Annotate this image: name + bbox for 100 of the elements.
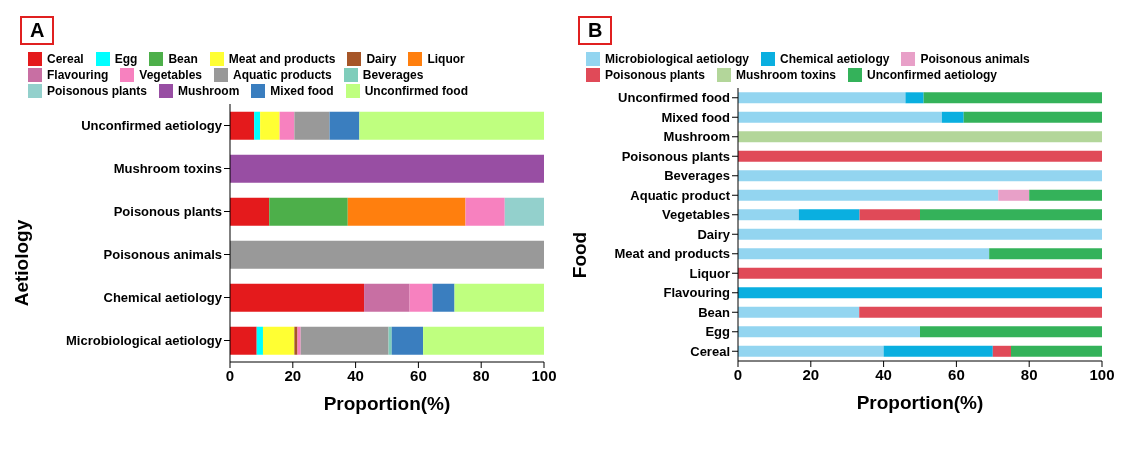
bar xyxy=(279,111,295,140)
bar xyxy=(738,228,1102,240)
bar xyxy=(432,283,455,312)
text: A xyxy=(20,15,55,45)
bar xyxy=(738,306,860,318)
bar xyxy=(359,111,544,140)
legend-label: Flavouring xyxy=(47,68,109,82)
bar xyxy=(738,326,920,338)
legend-label: Beverages xyxy=(362,68,424,82)
legend-label: Mushroom toxins xyxy=(736,68,837,82)
legend-label: Aquatic products xyxy=(233,68,332,82)
bar xyxy=(409,283,433,312)
y-tick-label: Dairy xyxy=(697,226,731,242)
legend-label: Meat and products xyxy=(228,52,336,66)
bar xyxy=(738,287,1102,299)
bar xyxy=(504,197,544,226)
x-tick-label: 60 xyxy=(410,366,427,384)
bar xyxy=(738,209,799,221)
bar xyxy=(256,326,263,355)
bar xyxy=(992,345,1011,357)
bar xyxy=(989,248,1102,260)
bar xyxy=(230,326,257,355)
x-tick-label: 20 xyxy=(284,366,302,384)
bar xyxy=(269,197,348,226)
x-tick-label: 80 xyxy=(472,366,490,384)
y-tick-label: Egg xyxy=(705,324,731,340)
legend-label: Bean xyxy=(168,52,198,66)
y-axis-title: Food xyxy=(569,231,591,278)
y-tick-label: Microbiological aetiology xyxy=(65,333,223,349)
legend-label: Unconfirmed aetiology xyxy=(867,68,998,82)
y-tick-label: Cereal xyxy=(690,343,730,359)
bar xyxy=(905,92,924,104)
x-tick-label: 40 xyxy=(875,365,892,383)
bar xyxy=(738,248,990,260)
y-tick-label: Bean xyxy=(698,304,731,320)
y-tick-label: Mushroom toxins xyxy=(113,161,222,177)
y-tick-label: Unconfirmed food xyxy=(618,90,731,106)
bar xyxy=(391,326,424,355)
legend-label: Chemical aetiology xyxy=(780,52,890,66)
bar xyxy=(388,326,392,355)
bar xyxy=(230,197,270,226)
y-tick-label: Mixed food xyxy=(661,109,731,125)
bar xyxy=(738,131,1102,143)
y-axis-title: Aetiology xyxy=(11,219,33,307)
y-tick-label: Vegetables xyxy=(662,207,730,223)
bar xyxy=(423,326,544,355)
y-tick-label: Liquor xyxy=(689,265,730,281)
bar xyxy=(923,92,1102,104)
bar xyxy=(738,267,1102,279)
y-tick-label: Aquatic product xyxy=(630,187,731,203)
x-axis-title: Proportion(%) xyxy=(323,393,451,414)
y-tick-label: Chemical aetiology xyxy=(103,290,223,306)
bar xyxy=(454,283,544,312)
bar xyxy=(920,326,1102,338)
bar xyxy=(465,197,505,226)
text: B xyxy=(578,15,613,45)
legend-label: Poisonous plants xyxy=(605,68,706,82)
bar xyxy=(738,170,1102,182)
legend-label: Liquor xyxy=(427,52,465,66)
bar xyxy=(300,326,389,355)
bar xyxy=(738,150,1102,162)
bar xyxy=(859,306,1102,318)
y-tick-label: Flavouring xyxy=(663,285,731,301)
legend-label: Poisonous animals xyxy=(920,52,1030,66)
bar xyxy=(920,209,1102,221)
x-tick-label: 40 xyxy=(347,366,364,384)
legend-label: Mixed food xyxy=(270,84,334,98)
bar xyxy=(230,154,544,183)
x-tick-label: 20 xyxy=(802,365,820,383)
bar xyxy=(347,197,466,226)
x-tick-label: 0 xyxy=(225,366,235,384)
bar xyxy=(941,111,964,123)
bar xyxy=(254,111,261,140)
legend-label: Cereal xyxy=(47,52,84,66)
y-tick-label: Unconfirmed aetiology xyxy=(81,118,223,134)
bar xyxy=(364,283,410,312)
bar xyxy=(738,189,999,201)
y-tick-label: Poisonous animals xyxy=(103,247,222,263)
x-axis-title: Proportion(%) xyxy=(856,392,984,413)
bar xyxy=(294,111,330,140)
y-tick-label: Poisonous plants xyxy=(621,148,730,164)
x-tick-label: 80 xyxy=(1020,365,1038,383)
bar xyxy=(1011,345,1102,357)
bar xyxy=(738,92,906,104)
x-tick-label: 60 xyxy=(948,365,965,383)
bar xyxy=(262,326,295,355)
x-tick-label: 100 xyxy=(1089,365,1115,383)
legend-label: Poisonous plants xyxy=(47,84,148,98)
x-tick-label: 100 xyxy=(531,366,557,384)
y-tick-label: Meat and products xyxy=(614,246,730,262)
bar xyxy=(738,111,942,123)
bar xyxy=(260,111,280,140)
bar xyxy=(998,189,1030,201)
bar xyxy=(963,111,1102,123)
y-tick-label: Mushroom xyxy=(663,129,730,145)
bar xyxy=(230,111,255,140)
bar xyxy=(798,209,860,221)
bar xyxy=(329,111,360,140)
legend-label: Mushroom xyxy=(178,84,240,98)
bar xyxy=(230,240,544,269)
